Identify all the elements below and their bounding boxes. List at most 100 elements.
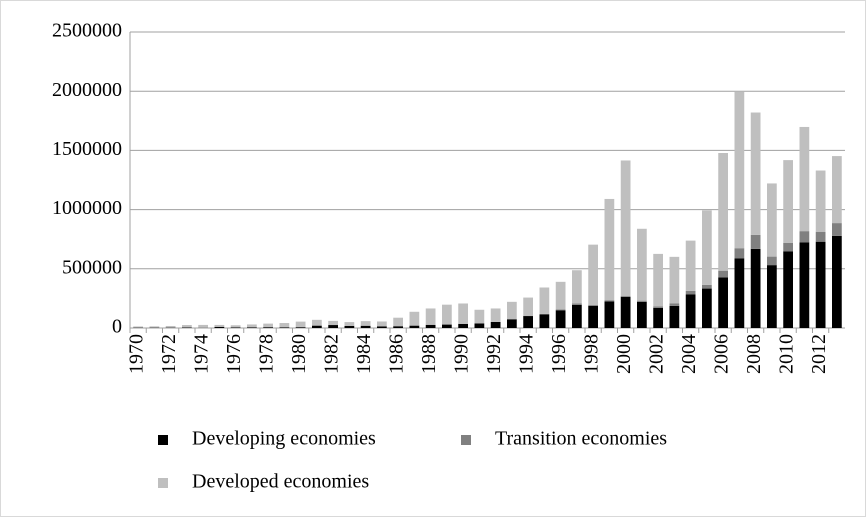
- bar-segment: [425, 324, 436, 328]
- bar-segment: [702, 210, 712, 285]
- y-tick-label: 1500000: [52, 138, 122, 160]
- bar-segment: [653, 253, 663, 307]
- x-tick-label: 1998: [581, 334, 603, 374]
- bar-segment: [637, 301, 647, 328]
- bar-segment: [832, 223, 842, 236]
- bar-segment: [539, 287, 550, 314]
- bar-segment: [832, 156, 842, 224]
- y-tick-label: 2500000: [52, 20, 122, 42]
- bar-segment: [344, 325, 355, 328]
- y-tick-label: 1000000: [52, 197, 122, 219]
- bar-segment: [507, 301, 517, 320]
- x-tick-label: 2000: [613, 334, 635, 374]
- bar-segment: [815, 231, 826, 242]
- bar-segment: [360, 325, 371, 328]
- bar-segment: [247, 324, 257, 328]
- bar-segment: [604, 198, 615, 301]
- bar-segment: [685, 290, 696, 295]
- bar-segment: [718, 277, 728, 328]
- bar-segment: [442, 324, 452, 328]
- bar-segment: [653, 307, 663, 328]
- bar-segment: [685, 240, 696, 291]
- bar-segment: [604, 300, 615, 302]
- bar-segment: [230, 325, 241, 328]
- bar-segment: [734, 91, 745, 249]
- bar-segment: [360, 321, 371, 326]
- bar-segment: [182, 325, 192, 328]
- bar-segment: [572, 303, 582, 305]
- bar-segment: [409, 311, 420, 326]
- bar-segment: [165, 325, 176, 328]
- bar-segment: [572, 270, 582, 304]
- bar-segment: [799, 126, 810, 232]
- bar-segment: [815, 241, 826, 328]
- bar-segment: [279, 323, 290, 328]
- bar-segment: [328, 320, 338, 326]
- bar-segment: [312, 325, 322, 328]
- x-tick-label: 1992: [483, 334, 505, 374]
- x-tick-label: 1984: [353, 334, 375, 374]
- bar-segment: [604, 301, 615, 328]
- bar-segment: [344, 322, 355, 326]
- bar-segment: [393, 326, 403, 328]
- x-tick-label: 1978: [256, 334, 278, 374]
- bar-segment: [620, 160, 631, 297]
- bar-segment: [295, 327, 306, 328]
- bar-segment: [588, 304, 598, 306]
- bar-segment: [377, 321, 387, 327]
- bar-segment: [247, 327, 257, 328]
- bar-segment: [312, 319, 322, 326]
- bar-segment: [685, 294, 696, 328]
- bar-segment: [718, 153, 728, 271]
- bar-segment: [328, 325, 338, 328]
- bar-segment: [572, 304, 582, 328]
- x-tick-label: 1990: [451, 334, 473, 374]
- bar-segment: [279, 327, 290, 328]
- x-tick-label: 1994: [516, 334, 538, 374]
- bar-segment: [458, 323, 468, 328]
- bar-segment: [669, 256, 680, 304]
- bar-segment: [799, 242, 810, 328]
- bar-segment: [588, 305, 598, 328]
- x-tick-label: 1988: [418, 334, 440, 374]
- x-tick-label: 2012: [808, 334, 830, 374]
- bar-segment: [832, 235, 842, 328]
- legend-label: Developed economies: [192, 471, 369, 493]
- bar-segment: [555, 309, 566, 311]
- bar-segment: [734, 248, 745, 259]
- bar-segment: [718, 270, 728, 278]
- bar-segment: [783, 251, 793, 328]
- bar-segment: [555, 281, 566, 310]
- bar-segment: [734, 258, 745, 328]
- x-tick-label: 1972: [158, 334, 180, 374]
- bar-segment: [767, 265, 777, 328]
- bar-segment: [783, 160, 793, 243]
- bar-segment: [263, 327, 273, 328]
- bar-segment: [653, 306, 663, 308]
- bar-segment: [295, 321, 306, 328]
- bar-segment: [523, 316, 533, 328]
- bar-segment: [409, 325, 420, 328]
- x-tick-label: 2002: [646, 334, 668, 374]
- bar-segment: [539, 314, 550, 328]
- legend-swatch: [158, 478, 168, 488]
- bar-segment: [702, 284, 712, 289]
- x-tick-label: 1974: [191, 334, 213, 374]
- bar-segment: [669, 303, 680, 306]
- bar-segment: [133, 326, 143, 328]
- bar-segment: [750, 234, 761, 249]
- legend-label: Developing economies: [192, 428, 376, 450]
- bar-segment: [588, 244, 598, 305]
- x-tick-label: 2006: [711, 334, 733, 374]
- x-tick-label: 2008: [743, 334, 765, 374]
- bar-segment: [149, 326, 160, 328]
- x-tick-label: 2004: [678, 334, 700, 374]
- bar-segment: [198, 324, 208, 328]
- bar-segment: [637, 228, 647, 301]
- x-tick-label: 1996: [548, 334, 570, 374]
- bar-segment: [377, 326, 387, 328]
- bar-segment: [620, 296, 631, 328]
- legend-swatch: [461, 435, 471, 445]
- bar-segment: [523, 297, 533, 317]
- bar-segment: [750, 112, 761, 235]
